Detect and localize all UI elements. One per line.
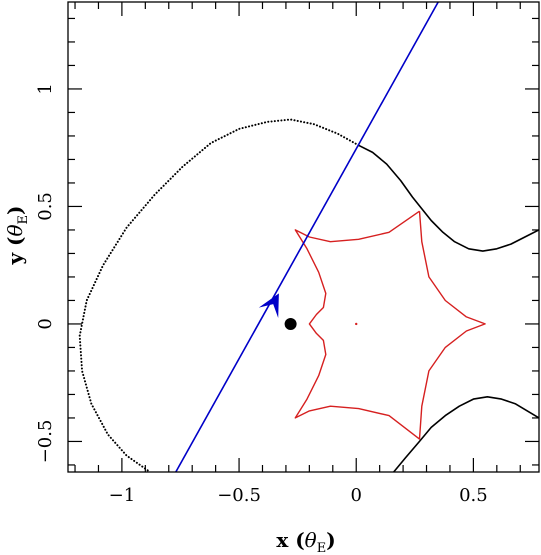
curves-layer bbox=[78, 2, 539, 472]
x-axis-label-greek: θ bbox=[305, 528, 317, 552]
x-tick-label: 0 bbox=[350, 485, 361, 506]
caustic-path bbox=[294, 210, 486, 440]
x-axis-label-main: x ( bbox=[276, 528, 304, 552]
y-axis-label: y (θE) bbox=[3, 205, 31, 265]
ticks-layer bbox=[68, 2, 539, 472]
y-axis-label-greek: θ bbox=[3, 224, 27, 236]
critical-curve-lower-path bbox=[393, 396, 539, 472]
y-tick-label: 0.5 bbox=[35, 192, 56, 221]
secondary-mass-marker bbox=[355, 322, 358, 326]
markers-layer bbox=[258, 293, 358, 330]
x-tick-label: −1 bbox=[109, 485, 136, 506]
plot-frame bbox=[67, 1, 540, 473]
y-axis-label-main: y ( bbox=[3, 236, 27, 265]
direction-arrow-marker bbox=[258, 293, 279, 318]
critical-curve-upper-path bbox=[358, 144, 539, 252]
x-axis-label-close: ) bbox=[326, 528, 335, 552]
plot-area bbox=[78, 2, 539, 472]
y-tick-label: 1 bbox=[35, 83, 56, 94]
y-axis-label-close: ) bbox=[3, 205, 27, 214]
x-tick-label: −0.5 bbox=[217, 485, 261, 506]
source-trajectory-path bbox=[175, 2, 439, 472]
x-axis-label-sub: E bbox=[317, 541, 327, 555]
lens-mass-marker bbox=[284, 317, 297, 330]
x-axis-label: x (θE) bbox=[276, 528, 335, 555]
tick-labels-layer: −1 −0.5 0 0.5 −0.5 0 0.5 1 bbox=[35, 83, 488, 506]
y-tick-label: 0 bbox=[35, 318, 56, 329]
x-tick-label: 0.5 bbox=[459, 485, 488, 506]
y-tick-label: −0.5 bbox=[35, 420, 56, 464]
critical-curve-dotted-path bbox=[78, 118, 360, 472]
y-axis-label-sub: E bbox=[16, 215, 31, 225]
